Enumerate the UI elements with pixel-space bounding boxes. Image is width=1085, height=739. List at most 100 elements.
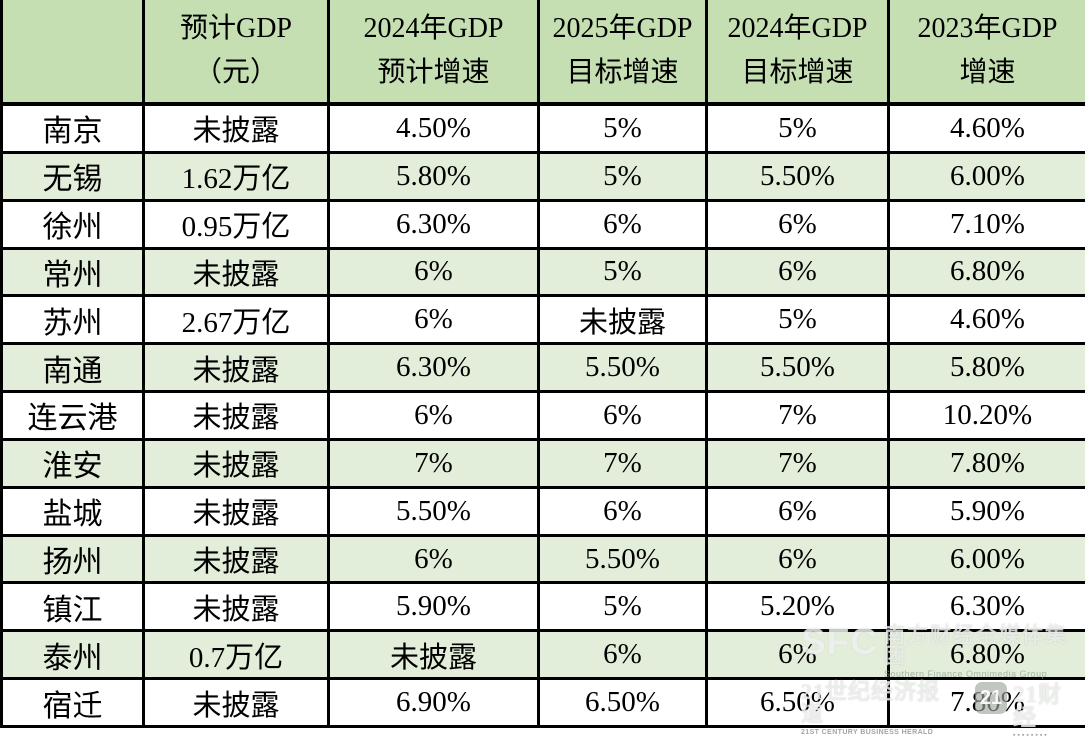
value-cell: 5.50% xyxy=(707,152,889,200)
header-cell-2025-target-growth: 2025年GDP 目标增速 xyxy=(539,0,707,104)
value-cell: 7.80% xyxy=(889,679,1085,727)
header-cell-2024-target-growth: 2024年GDP 目标增速 xyxy=(707,0,889,104)
value-cell: 0.95万亿 xyxy=(144,200,329,248)
city-cell: 连云港 xyxy=(2,392,144,440)
value-cell: 5.50% xyxy=(539,344,707,392)
value-cell: 未披露 xyxy=(144,679,329,727)
value-cell: 4.60% xyxy=(889,296,1085,344)
value-cell: 5.50% xyxy=(707,344,889,392)
watermark-herald-en: 21ST CENTURY BUSINESS HERALD xyxy=(801,729,961,736)
value-cell: 7% xyxy=(707,439,889,487)
value-cell: 4.50% xyxy=(329,104,539,152)
value-cell: 6% xyxy=(707,535,889,583)
value-cell: 2.67万亿 xyxy=(144,296,329,344)
value-cell: 7% xyxy=(707,392,889,440)
value-cell: 4.60% xyxy=(889,104,1085,152)
value-cell: 6.00% xyxy=(889,535,1085,583)
value-cell: 1.62万亿 xyxy=(144,152,329,200)
value-cell: 5% xyxy=(539,152,707,200)
city-cell: 宿迁 xyxy=(2,679,144,727)
value-cell: 未披露 xyxy=(539,296,707,344)
value-cell: 7.10% xyxy=(889,200,1085,248)
value-cell: 6% xyxy=(707,487,889,535)
value-cell: 6% xyxy=(539,200,707,248)
value-cell: 5% xyxy=(539,248,707,296)
value-cell: 6.80% xyxy=(889,248,1085,296)
value-cell: 0.7万亿 xyxy=(144,631,329,679)
value-cell: 7% xyxy=(329,439,539,487)
header-cell-city xyxy=(2,0,144,104)
value-cell: 6% xyxy=(707,200,889,248)
value-cell: 7.80% xyxy=(889,439,1085,487)
value-cell: 6% xyxy=(539,392,707,440)
value-cell: 6% xyxy=(539,487,707,535)
city-cell: 徐州 xyxy=(2,200,144,248)
value-cell: 6.90% xyxy=(329,679,539,727)
value-cell: 5% xyxy=(707,296,889,344)
header-line2: 增速 xyxy=(890,59,1085,87)
value-cell: 10.20% xyxy=(889,392,1085,440)
value-cell: 未披露 xyxy=(144,392,329,440)
value-cell: 未披露 xyxy=(144,248,329,296)
city-cell: 淮安 xyxy=(2,439,144,487)
value-cell: 6% xyxy=(539,631,707,679)
value-cell: 未披露 xyxy=(144,104,329,152)
value-cell: 未披露 xyxy=(329,631,539,679)
value-cell: 6% xyxy=(329,248,539,296)
header-line2: 目标增速 xyxy=(540,59,705,87)
value-cell: 6% xyxy=(707,248,889,296)
city-cell: 南通 xyxy=(2,344,144,392)
value-cell: 6% xyxy=(329,296,539,344)
header-line2: （元） xyxy=(145,59,327,87)
value-cell: 6.30% xyxy=(889,583,1085,631)
value-cell: 6.00% xyxy=(889,152,1085,200)
header-line1: 2024年GDP xyxy=(330,15,537,43)
city-cell: 苏州 xyxy=(2,296,144,344)
value-cell: 5% xyxy=(539,104,707,152)
value-cell: 6% xyxy=(329,392,539,440)
header-line1: 2023年GDP xyxy=(890,15,1085,43)
city-cell: 常州 xyxy=(2,248,144,296)
header-cell-2023-growth: 2023年GDP 增速 xyxy=(889,0,1085,104)
header-line2: 预计增速 xyxy=(330,59,537,87)
value-cell: 6.30% xyxy=(329,344,539,392)
value-cell: 5% xyxy=(539,583,707,631)
value-cell: 5% xyxy=(707,104,889,152)
value-cell: 5.20% xyxy=(707,583,889,631)
city-cell: 镇江 xyxy=(2,583,144,631)
header-line1: 2024年GDP xyxy=(708,15,887,43)
header-row: 预计GDP （元） 2024年GDP 预计增速 2025年GDP 目标增速 20… xyxy=(2,0,1085,104)
value-cell: 5.50% xyxy=(329,487,539,535)
value-cell: 6.50% xyxy=(707,679,889,727)
header-cell-2024-expected-growth: 2024年GDP 预计增速 xyxy=(329,0,539,104)
value-cell: 未披露 xyxy=(144,487,329,535)
value-cell: 5.50% xyxy=(539,535,707,583)
header-line1: 预计GDP xyxy=(145,15,327,43)
value-cell: 6.80% xyxy=(889,631,1085,679)
city-cell: 扬州 xyxy=(2,535,144,583)
city-cell: 无锡 xyxy=(2,152,144,200)
value-cell: 5.80% xyxy=(889,344,1085,392)
value-cell: 5.90% xyxy=(329,583,539,631)
value-cell: 5.80% xyxy=(329,152,539,200)
value-cell: 6.30% xyxy=(329,200,539,248)
value-cell: 6% xyxy=(707,631,889,679)
watermark-fine-print: ▪▪▪▪▪▪▪▪ xyxy=(1013,732,1085,739)
value-cell: 5.90% xyxy=(889,487,1085,535)
header-cell-expected-gdp: 预计GDP （元） xyxy=(144,0,329,104)
value-cell: 未披露 xyxy=(144,344,329,392)
header-line2: 目标增速 xyxy=(708,59,887,87)
city-cell: 泰州 xyxy=(2,631,144,679)
value-cell: 6.50% xyxy=(539,679,707,727)
